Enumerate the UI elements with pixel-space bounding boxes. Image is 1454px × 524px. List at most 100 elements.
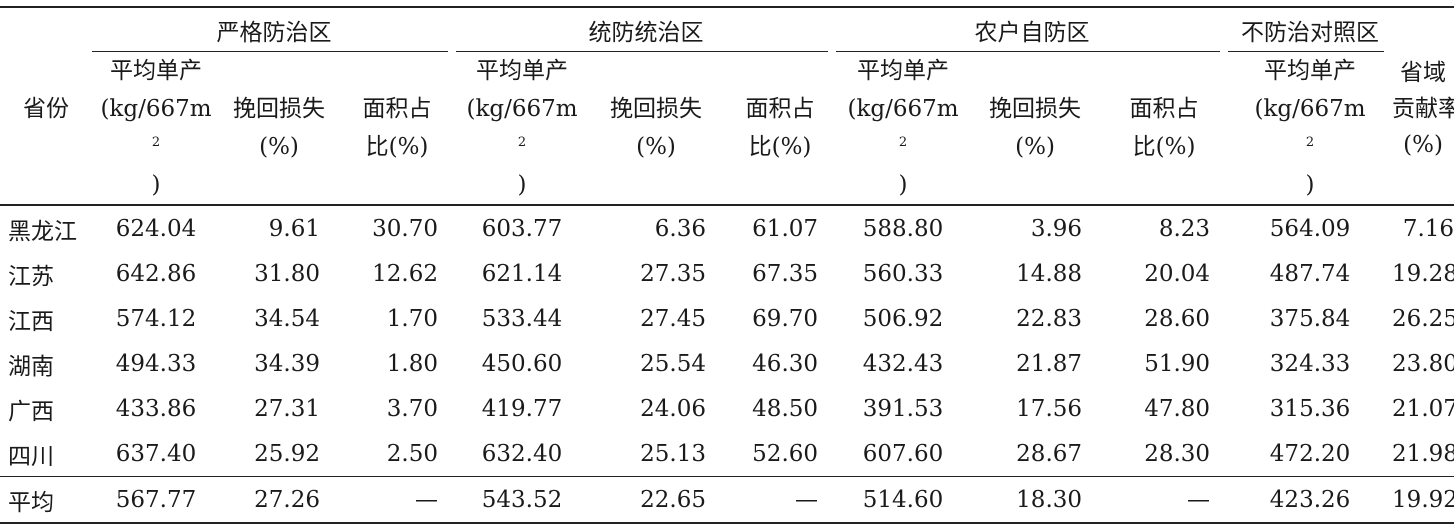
strict-area-cell: 1.70 xyxy=(386,305,439,332)
strict-loss-cell: 27.31 xyxy=(254,395,320,422)
unified-area-cell: — xyxy=(724,476,837,523)
subheader-loss: 挽回损失 (%) xyxy=(989,96,1082,160)
province-cell: 四川 xyxy=(8,443,54,470)
farmer-yield-cell: 588.80 xyxy=(862,215,944,242)
province-cell: 广西 xyxy=(8,398,54,425)
province-cell: 江西 xyxy=(8,308,54,335)
unified-loss-cell: 6.36 xyxy=(654,215,707,242)
strict-loss-cell: 9.61 xyxy=(268,215,320,242)
subheader-area: 面积占 比(%) xyxy=(745,96,815,160)
unified-yield-cell: 533.44 xyxy=(481,305,563,332)
group-header-strict: 严格防治区 xyxy=(92,7,456,52)
farmer-yield-cell: 607.60 xyxy=(862,440,944,467)
unified-area-cell: 52.60 xyxy=(752,440,819,467)
strict-area-cell: 3.70 xyxy=(386,395,439,422)
farmer-loss-cell: 21.87 xyxy=(1016,350,1083,377)
unified-loss-cell: 27.45 xyxy=(640,305,707,332)
farmer-yield-cell: 432.43 xyxy=(862,350,944,377)
farmer-loss-cell: 3.96 xyxy=(1030,215,1083,242)
control-yield-cell: 375.84 xyxy=(1269,305,1351,332)
strict-loss-cell: 31.80 xyxy=(254,260,320,287)
farmer-loss-cell: 18.30 xyxy=(970,476,1101,523)
control-yield-cell: 324.33 xyxy=(1269,350,1351,377)
farmer-area-cell: 47.80 xyxy=(1144,395,1211,422)
table-row: 江西 574.12 34.54 1.70 533.44 27.45 69.70 506.92 2… xyxy=(0,296,1454,341)
unified-yield-cell: 603.77 xyxy=(481,215,563,242)
subheader-loss: 挽回损失 (%) xyxy=(233,96,325,160)
subheader-area: 面积占 比(%) xyxy=(362,96,432,160)
strict-yield-cell: 642.86 xyxy=(115,260,197,287)
province-cell: 黑龙江 xyxy=(8,218,77,245)
strict-yield-cell: 567.77 xyxy=(92,476,220,523)
unified-loss-cell: 22.65 xyxy=(588,476,725,523)
strict-yield-cell: 494.33 xyxy=(115,350,197,377)
farmer-area-cell: 8.23 xyxy=(1158,215,1211,242)
farmer-area-cell: 28.30 xyxy=(1144,440,1211,467)
control-yield-cell: 564.09 xyxy=(1269,215,1351,242)
strict-yield-cell: 433.86 xyxy=(115,395,197,422)
subheader-yield: 平均单产 (kg/667m 2) xyxy=(1254,58,1366,198)
farmer-loss-cell: 14.88 xyxy=(1016,260,1083,287)
unified-area-cell: 46.30 xyxy=(752,350,819,377)
control-yield-cell: 472.20 xyxy=(1269,440,1351,467)
strict-yield-cell: 624.04 xyxy=(115,215,197,242)
subheader-yield: 平均单产 (kg/667m 2) xyxy=(847,58,959,198)
province-cell: 平均 xyxy=(0,476,92,523)
farmer-area-cell: 20.04 xyxy=(1144,260,1211,287)
farmer-area-cell: — xyxy=(1100,476,1229,523)
strict-loss-cell: 34.54 xyxy=(254,305,320,332)
unified-loss-cell: 24.06 xyxy=(640,395,707,422)
unified-area-cell: 69.70 xyxy=(752,305,819,332)
contribution-cell: 19.28 xyxy=(1392,260,1454,287)
unified-loss-cell: 25.54 xyxy=(640,350,707,377)
unified-loss-cell: 27.35 xyxy=(640,260,707,287)
strict-loss-cell: 27.26 xyxy=(220,476,338,523)
subheader-loss: 挽回损失 (%) xyxy=(610,96,703,160)
subheader-yield: 平均单产 (kg/667m 2) xyxy=(100,58,212,198)
farmer-area-cell: 28.60 xyxy=(1144,305,1211,332)
table-row: 湖南 494.33 34.39 1.80 450.60 25.54 46.30 432.43 2… xyxy=(0,341,1454,386)
contribution-cell: 21.98 xyxy=(1392,440,1454,467)
control-yield-cell: 315.36 xyxy=(1269,395,1351,422)
contribution-header: 省域 贡献率 (%) xyxy=(1392,60,1454,158)
strict-loss-cell: 34.39 xyxy=(254,350,320,377)
strict-area-cell: — xyxy=(338,476,457,523)
contribution-cell: 7.16 xyxy=(1402,215,1454,242)
strict-area-cell: 12.62 xyxy=(372,260,439,287)
group-header-unified: 统防统治区 xyxy=(456,7,836,52)
control-yield-cell: 423.26 xyxy=(1228,476,1393,523)
unified-area-cell: 67.35 xyxy=(752,260,819,287)
strict-area-cell: 1.80 xyxy=(386,350,439,377)
subheader-area: 面积占 比(%) xyxy=(1129,96,1199,160)
strict-yield-cell: 637.40 xyxy=(115,440,197,467)
contribution-cell: 19.92 xyxy=(1392,476,1454,523)
farmer-loss-cell: 22.83 xyxy=(1016,305,1083,332)
farmer-yield-cell: 506.92 xyxy=(862,305,944,332)
unified-yield-cell: 632.40 xyxy=(481,440,563,467)
unified-area-cell: 61.07 xyxy=(752,215,819,242)
subheader-yield: 平均单产 (kg/667m 2) xyxy=(466,58,578,198)
group-header-control: 不防治对照区 xyxy=(1228,7,1392,52)
control-yield-cell: 487.74 xyxy=(1269,260,1351,287)
strict-yield-cell: 574.12 xyxy=(115,305,197,332)
strict-area-cell: 30.70 xyxy=(372,215,439,242)
farmer-yield-cell: 514.60 xyxy=(836,476,971,523)
unified-yield-cell: 450.60 xyxy=(481,350,563,377)
unified-loss-cell: 25.13 xyxy=(640,440,707,467)
table-row: 黑龙江 624.04 9.61 30.70 603.77 6.36 61.07 588.80 3… xyxy=(0,205,1454,251)
farmer-yield-cell: 560.33 xyxy=(862,260,944,287)
table-row: 江苏 642.86 31.80 12.62 621.14 27.35 67.35 560.33… xyxy=(0,251,1454,296)
table-row: 广西 433.86 27.31 3.70 419.77 24.06 48.50 391.53 1… xyxy=(0,386,1454,431)
province-cell: 江苏 xyxy=(8,263,54,290)
farmer-loss-cell: 17.56 xyxy=(1016,395,1083,422)
table-body: 黑龙江 624.04 9.61 30.70 603.77 6.36 61.07 588.80 3… xyxy=(0,205,1454,523)
contribution-cell: 26.25 xyxy=(1392,305,1454,332)
contribution-cell: 21.07 xyxy=(1392,395,1454,422)
province-header: 省份 xyxy=(23,96,69,122)
contribution-cell: 23.80 xyxy=(1392,350,1454,377)
unified-area-cell: 48.50 xyxy=(752,395,819,422)
data-table: 省份 严格防治区 统防统治区 农户自防区 不防治对照区 省域 贡献率 (%) 平… xyxy=(0,6,1454,524)
farmer-yield-cell: 391.53 xyxy=(862,395,944,422)
subheader-row: 平均单产 (kg/667m 2) 挽回损失 (%) 面积占 比(%) 平均单产 (kg/6… xyxy=(0,52,1454,205)
average-row: 平均 567.77 27.26—543.52 22.65—514.60 18.30—42… xyxy=(0,476,1454,523)
